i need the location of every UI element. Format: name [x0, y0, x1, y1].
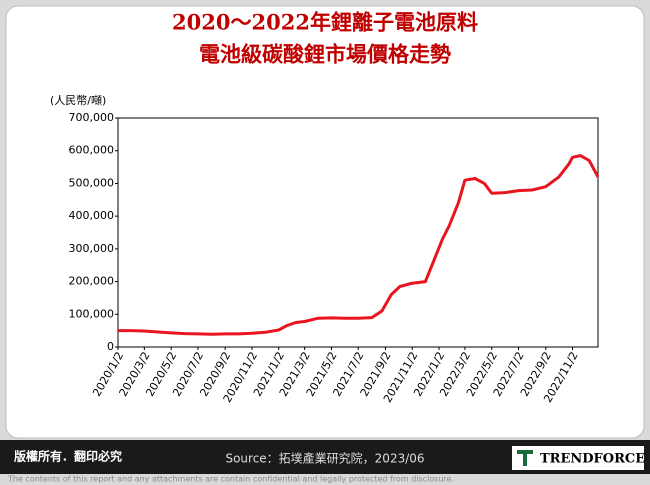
y-tick-label: 300,000 — [69, 242, 115, 255]
chart-title: 電池級碳酸鋰市場價格走勢 — [199, 42, 451, 67]
source: Source：拓墣產業研究院，2023/06 — [225, 451, 424, 466]
y-tick-label: 0 — [107, 340, 114, 353]
logo: TRENDFORCE — [540, 452, 645, 467]
y-tick-label: 200,000 — [69, 275, 115, 288]
logo-icon — [517, 450, 533, 466]
y-tick-label: 700,000 — [69, 111, 115, 124]
y-unit-label: (人民幣/噸) — [50, 93, 106, 107]
logo-box — [512, 446, 644, 470]
chart-title: 2020～2022年鋰離子電池原料 — [172, 10, 478, 35]
y-tick-label: 400,000 — [69, 209, 115, 222]
card — [5, 5, 645, 439]
copyright: 版權所有．翻印必究 — [14, 449, 122, 464]
y-tick-label: 600,000 — [69, 144, 115, 157]
y-tick-label: 100,000 — [69, 307, 115, 320]
disclaimer: The contents of this report and any atta… — [7, 475, 454, 484]
y-tick-label: 500,000 — [69, 176, 115, 189]
line — [118, 154, 600, 336]
